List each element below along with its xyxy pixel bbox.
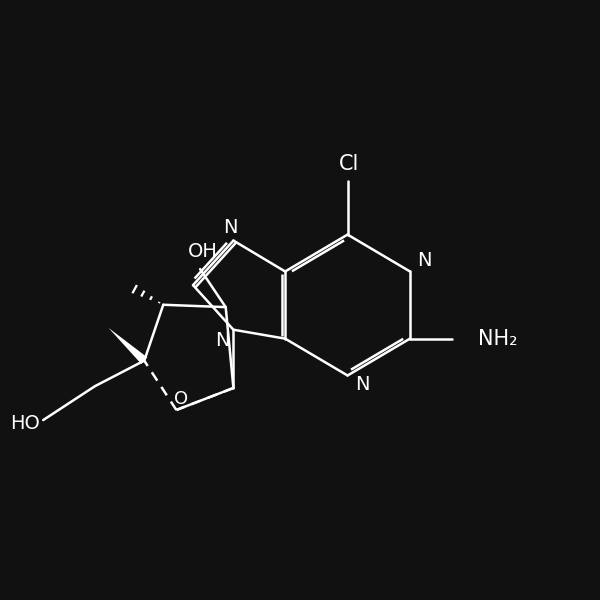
Text: OH: OH — [188, 242, 218, 261]
Polygon shape — [109, 328, 147, 364]
Text: NH₂: NH₂ — [478, 329, 517, 349]
Text: N: N — [223, 218, 238, 237]
Text: HO: HO — [10, 413, 40, 433]
Text: N: N — [215, 331, 230, 350]
Text: N: N — [355, 375, 370, 394]
Text: O: O — [174, 390, 188, 408]
Text: Cl: Cl — [338, 154, 359, 175]
Text: N: N — [418, 251, 432, 270]
